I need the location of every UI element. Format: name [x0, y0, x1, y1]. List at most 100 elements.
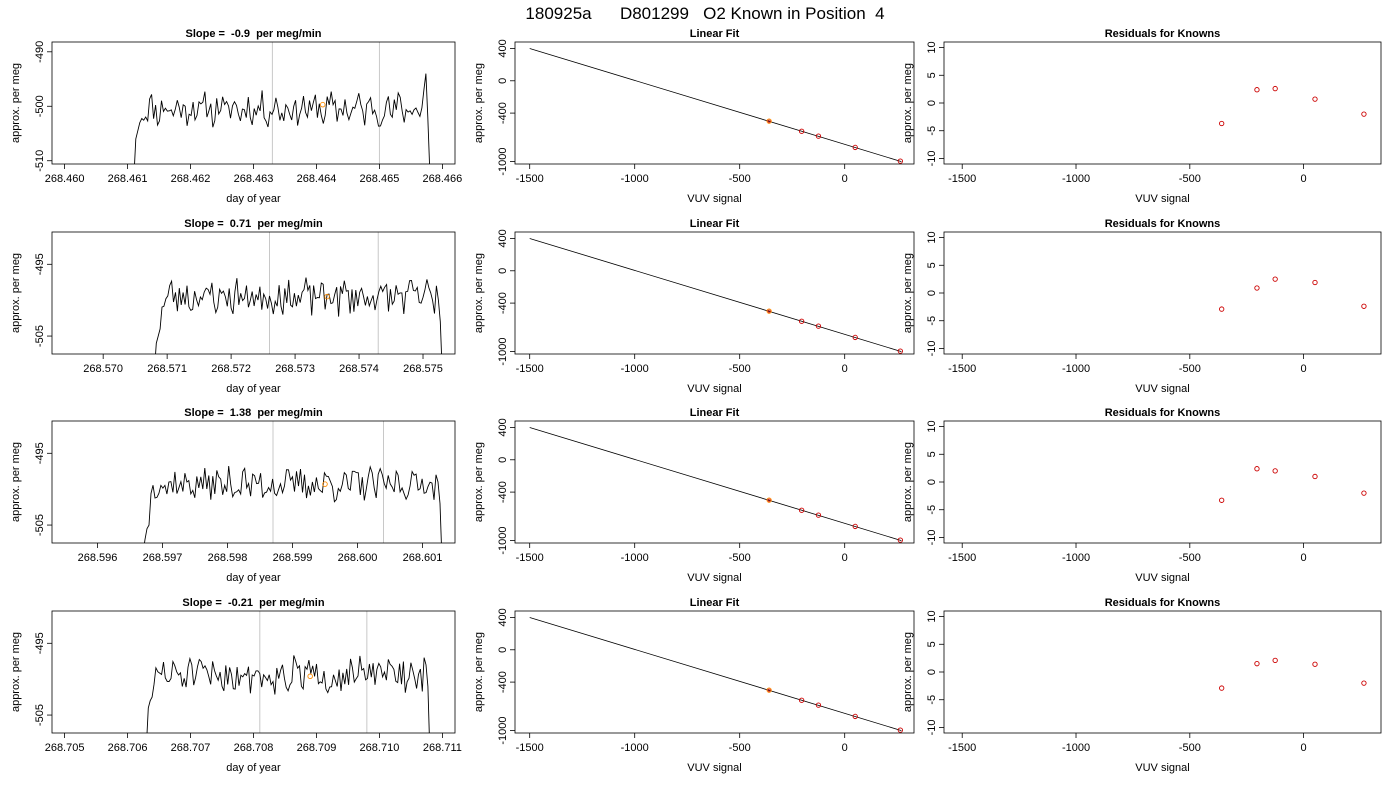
- known-point: [852, 523, 858, 530]
- x-tick-label: -1000: [621, 363, 649, 375]
- y-tick-label: 0: [926, 100, 938, 106]
- signal-trace: [146, 655, 430, 733]
- plot-frame: [514, 420, 915, 544]
- y-axis-label: approx. per meg: [902, 63, 914, 143]
- panel-r2-c1: Slope = 0.71 per meg/min 268.570 268.571 26…: [10, 218, 456, 395]
- panel-r4-c2: Linear Fit -1500 -1000 -500 0 400 0 -400 -1000 VU…: [473, 597, 915, 774]
- x-axis-label: VUV signal: [1135, 572, 1189, 584]
- known-point: [767, 498, 771, 502]
- plot-area: [1219, 657, 1367, 691]
- y-tick-label: -400: [497, 481, 509, 503]
- x-tick-label: 268.596: [78, 552, 118, 564]
- plot-area: [529, 48, 903, 164]
- y-tick-label: 0: [926, 479, 938, 485]
- known-point: [1254, 87, 1260, 93]
- highlight-point: [766, 308, 772, 314]
- x-axis-label: day of year: [226, 762, 281, 774]
- y-tick-label: -1000: [497, 717, 509, 745]
- x-tick-label: 268.710: [360, 742, 400, 754]
- y-tick-label: -490: [34, 41, 46, 63]
- known-point: [1272, 657, 1278, 664]
- plot-frame: [943, 420, 1382, 544]
- y-axis-label: approx. per meg: [10, 632, 22, 712]
- known-point: [799, 128, 805, 134]
- y-tick-label: -1000: [497, 148, 509, 176]
- y-axis-label: approx. per meg: [902, 253, 914, 333]
- known-point: [815, 133, 822, 139]
- y-tick-label: 10: [926, 420, 938, 432]
- known-point: [815, 512, 822, 518]
- panel-title: Slope = -0.21 per meg/min: [182, 597, 324, 609]
- x-tick-label: -1500: [948, 173, 976, 185]
- x-tick-label: -500: [1179, 173, 1201, 185]
- x-axis-label: VUV signal: [687, 383, 741, 395]
- y-axis-label: approx. per meg: [473, 632, 485, 712]
- x-tick-label: -500: [1179, 552, 1201, 564]
- y-tick-label: 0: [497, 457, 509, 463]
- panel-title: Residuals for Knowns: [1105, 407, 1221, 419]
- x-tick-label: -500: [729, 552, 751, 564]
- x-tick-label: 268.465: [360, 173, 400, 185]
- known-point: [1312, 96, 1318, 102]
- x-tick-label: 268.601: [403, 552, 443, 564]
- plot-area: [1219, 276, 1367, 312]
- panel-title: Residuals for Knowns: [1105, 28, 1221, 40]
- panel-r1-c2: Linear Fit -1500 -1000 -500 0 400 0 -400 -1000 VU…: [473, 28, 915, 205]
- panel-title: Linear Fit: [690, 28, 740, 40]
- known-point: [1272, 276, 1278, 282]
- plot-area: [155, 232, 442, 354]
- y-tick-label: -10: [926, 530, 938, 546]
- x-axis-label: day of year: [226, 572, 281, 584]
- plot-frame: [51, 610, 456, 734]
- known-point: [1361, 680, 1367, 686]
- known-point: [852, 713, 858, 720]
- panel-title: Linear Fit: [690, 407, 740, 419]
- y-tick-label: 5: [926, 72, 938, 78]
- signal-trace: [144, 465, 442, 543]
- known-point: [1312, 279, 1318, 286]
- fit-line: [529, 617, 902, 731]
- x-tick-label: 268.707: [171, 742, 211, 754]
- plot-frame: [943, 41, 1382, 165]
- x-tick-label: 268.705: [45, 742, 85, 754]
- panel-r2-c2: Linear Fit -1500 -1000 -500 0 400 0 -400 -1000 VU…: [473, 218, 915, 395]
- known-point: [1272, 85, 1278, 92]
- plot-frame: [514, 231, 915, 355]
- plot-frame: [51, 41, 456, 165]
- y-tick-label: -5: [926, 316, 938, 326]
- highlight-marker: [324, 293, 330, 300]
- x-tick-label: 0: [1301, 742, 1307, 754]
- y-tick-label: 5: [926, 451, 938, 457]
- figure-title: 180925a D801299 O2 Known in Position 4: [525, 4, 884, 23]
- plot-area: [1219, 466, 1367, 503]
- y-tick-label: 10: [926, 41, 938, 53]
- y-tick-label: 10: [926, 610, 938, 622]
- panel-title: Slope = 0.71 per meg/min: [184, 218, 323, 230]
- x-tick-label: 0: [842, 742, 848, 754]
- plot-area: [529, 427, 903, 543]
- x-tick-label: -1500: [516, 552, 544, 564]
- x-tick-label: 268.464: [297, 173, 337, 185]
- known-point: [1219, 120, 1225, 127]
- x-tick-label: -500: [729, 742, 751, 754]
- known-point: [852, 144, 858, 151]
- plot-area: [144, 421, 442, 543]
- plot-area: [134, 42, 430, 164]
- panel-r3-c2: Linear Fit -1500 -1000 -500 0 400 0 -400 -1000 VU…: [473, 407, 915, 584]
- known-point: [767, 688, 771, 692]
- highlight-point: [766, 497, 772, 503]
- y-axis-label: approx. per meg: [902, 632, 914, 712]
- x-tick-label: 0: [842, 363, 848, 375]
- plot-area: [1219, 85, 1367, 127]
- panel-title: Linear Fit: [690, 218, 740, 230]
- x-tick-label: 268.462: [171, 173, 211, 185]
- known-point: [767, 309, 771, 313]
- y-tick-label: 400: [497, 608, 509, 626]
- known-point: [767, 119, 771, 123]
- known-point: [1361, 303, 1367, 309]
- x-tick-label: 268.463: [234, 173, 274, 185]
- known-point: [1361, 490, 1367, 496]
- y-axis-label: approx. per meg: [10, 63, 22, 143]
- x-tick-label: 268.461: [108, 173, 148, 185]
